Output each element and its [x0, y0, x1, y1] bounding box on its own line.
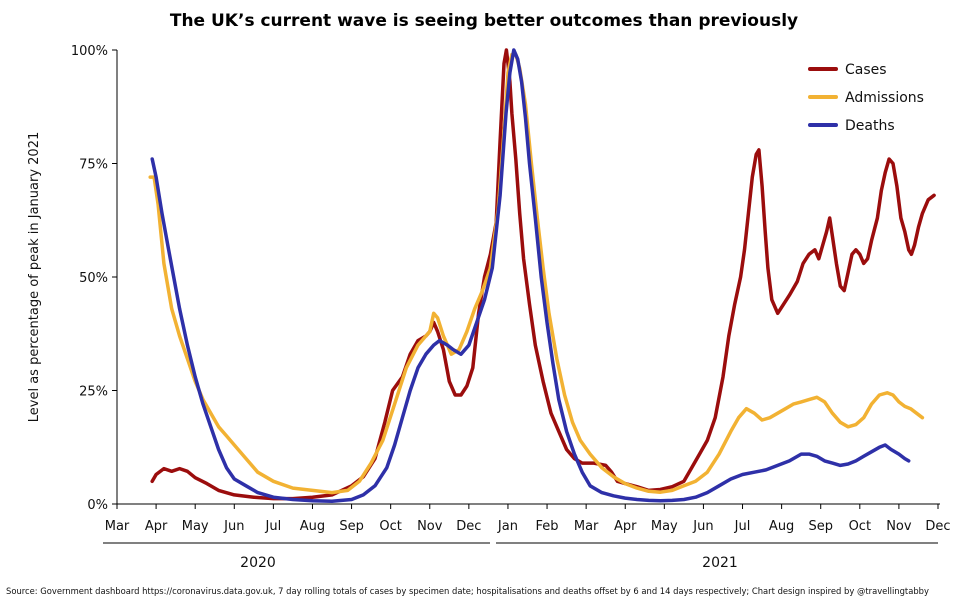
series-line-deaths	[150, 48, 911, 504]
x-tick-label: Feb	[536, 519, 559, 534]
y-axis-label: Level as percentage of peak in January 2…	[27, 132, 42, 422]
x-tick-label: Jul	[734, 519, 751, 534]
y-tick-label: 100%	[71, 44, 108, 59]
x-tick-label: Dec	[456, 519, 481, 534]
legend: Cases Admissions Deaths	[808, 62, 924, 134]
y-tick-label: 25%	[79, 385, 108, 400]
x-tick-label: Oct	[379, 519, 401, 534]
x-tick-label: Dec	[925, 519, 950, 534]
x-tick-label: Oct	[849, 519, 871, 534]
x-tick-label: Jun	[223, 519, 244, 534]
legend-label-cases: Cases	[845, 62, 887, 78]
x-tick-label: Aug	[769, 519, 794, 534]
x-tick-label: Apr	[145, 519, 168, 534]
chart-title: The UK’s current wave is seeing better o…	[170, 11, 798, 31]
year-label: 2021	[702, 555, 738, 571]
x-tick-label: Aug	[300, 519, 325, 534]
x-tick-label: Sep	[339, 519, 364, 534]
x-tick-label: May	[182, 519, 209, 534]
year-label: 2020	[240, 555, 276, 571]
x-tick-label: Apr	[614, 519, 637, 534]
x-tick-label: Mar	[105, 519, 130, 534]
source-note: Source: Government dashboard https://cor…	[6, 586, 929, 596]
y-tick-label: 0%	[87, 498, 108, 513]
y-tick-label: 50%	[79, 271, 108, 286]
x-tick-label: Jun	[692, 519, 713, 534]
legend-label-admissions: Admissions	[845, 90, 924, 106]
x-tick-label: Jul	[265, 519, 282, 534]
y-tick-label: 75%	[79, 158, 108, 173]
series-line-admissions	[148, 52, 925, 495]
x-tick-label: Nov	[886, 519, 912, 534]
x-tick-label: Jan	[497, 519, 518, 534]
x-tick-label: May	[651, 519, 678, 534]
x-tick-label: Sep	[808, 519, 833, 534]
axes: 0% 25% 50% 75% 100% Mar Apr May Jun Jul Aug Sep Oct N…	[71, 44, 951, 571]
series-lines	[148, 48, 936, 504]
x-tick-label: Nov	[417, 519, 443, 534]
legend-label-deaths: Deaths	[845, 118, 895, 134]
x-tick-label: Mar	[574, 519, 599, 534]
